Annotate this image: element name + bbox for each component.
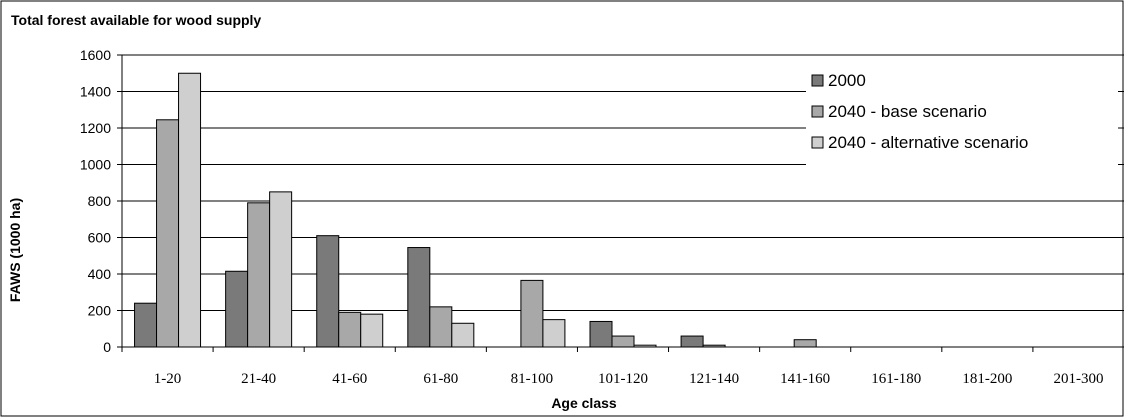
legend: 2000 2040 - base scenario 2040 - alternati… bbox=[806, 71, 1118, 169]
bar-base-1-20 bbox=[156, 119, 180, 348]
x-tick-label: 141-160 bbox=[780, 371, 830, 387]
bars bbox=[134, 72, 817, 348]
legend-swatch bbox=[811, 74, 824, 87]
legend-swatch bbox=[811, 136, 824, 149]
y-tick-label: 1000 bbox=[80, 157, 111, 173]
y-axis-label: FAWS (1000 ha) bbox=[7, 198, 23, 302]
bar-alternative-21-40 bbox=[269, 191, 293, 348]
x-tick-label: 1-20 bbox=[154, 371, 182, 387]
bar-2000-121-140 bbox=[680, 335, 704, 348]
y-tick-label: 1600 bbox=[80, 47, 111, 63]
legend-entry: 2040 - base scenario bbox=[828, 102, 987, 121]
bar-2000-41-60 bbox=[316, 235, 340, 348]
y-tick-label: 800 bbox=[88, 193, 112, 209]
bar-2000-1-20 bbox=[134, 302, 158, 348]
bar-base-21-40 bbox=[247, 202, 271, 348]
y-tick-label: 200 bbox=[88, 303, 112, 319]
bar-2000-101-120 bbox=[589, 320, 613, 348]
x-tick-label: 61-80 bbox=[423, 371, 458, 387]
x-tick-label: 121-140 bbox=[689, 371, 739, 387]
y-tick-label: 0 bbox=[103, 339, 111, 355]
x-tick-label: 201-300 bbox=[1053, 371, 1103, 387]
x-tick-label: 21-40 bbox=[241, 371, 276, 387]
y-tick-label: 1200 bbox=[80, 120, 111, 136]
bar-base-61-80 bbox=[429, 306, 453, 348]
legend-background bbox=[806, 71, 1118, 169]
bar-2000-61-80 bbox=[407, 247, 431, 348]
bar-base-141-160 bbox=[793, 339, 817, 348]
x-tick-label: 161-180 bbox=[871, 371, 921, 387]
bar-base-81-100 bbox=[520, 279, 544, 348]
bar-alternative-61-80 bbox=[451, 322, 475, 348]
bar-alternative-1-20 bbox=[178, 72, 202, 348]
x-tick-label: 101-120 bbox=[598, 371, 648, 387]
x-tick-label: 41-60 bbox=[332, 371, 367, 387]
axes: 0 200 400 600 800 1000 1200 1400 1600 1-20 21-40 41… bbox=[80, 47, 1124, 387]
y-tick-label: 400 bbox=[88, 266, 112, 282]
chart-title: Total forest available for wood supply bbox=[11, 12, 261, 28]
bar-base-101-120 bbox=[611, 335, 635, 348]
legend-swatch bbox=[811, 105, 824, 118]
bar-alternative-81-100 bbox=[542, 319, 566, 348]
x-axis-label: Age class bbox=[551, 395, 617, 411]
bar-2000-21-40 bbox=[225, 270, 249, 348]
x-tick-label: 181-200 bbox=[962, 371, 1012, 387]
legend-entry: 2040 - alternative scenario bbox=[828, 133, 1028, 152]
y-tick-label: 600 bbox=[88, 230, 112, 246]
bar-base-41-60 bbox=[338, 311, 362, 348]
x-tick-label: 81-100 bbox=[511, 371, 554, 387]
bar-alternative-41-60 bbox=[360, 313, 384, 348]
y-tick-label: 1400 bbox=[80, 84, 111, 100]
legend-entry: 2000 bbox=[828, 71, 866, 90]
